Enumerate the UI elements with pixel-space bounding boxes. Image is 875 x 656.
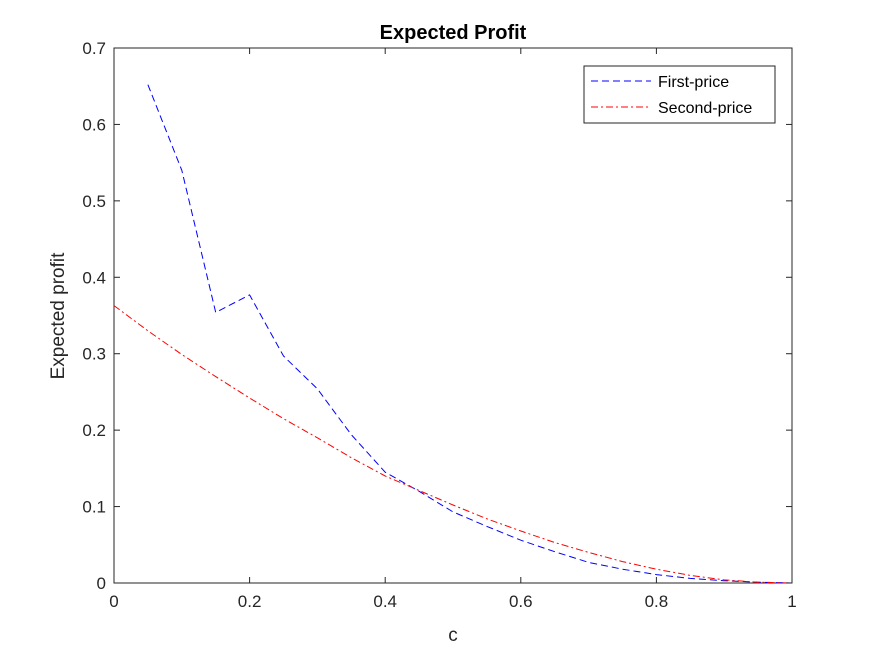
x-tick-label: 0.2	[238, 592, 262, 611]
x-tick-label: 1	[787, 592, 796, 611]
y-tick-label: 0.3	[82, 345, 106, 364]
x-tick-label: 0.4	[373, 592, 397, 611]
y-tick-label: 0.7	[82, 39, 106, 58]
y-tick-label: 0.5	[82, 192, 106, 211]
series-layer	[113, 84, 793, 584]
legend-label-first-price: First-price	[658, 74, 729, 91]
legend-box	[583, 65, 776, 124]
y-tick-label: 0.1	[82, 498, 106, 517]
x-tick-label: 0.6	[509, 592, 533, 611]
y-tick-label: 0	[97, 574, 106, 593]
x-tick-label: 0.8	[645, 592, 669, 611]
ticks-layer: 0 0.2 0.4 0.6 0.8 1 0 0.1 0.2 0.3 0.4 0.5 0.6 0.7	[82, 39, 796, 611]
y-tick-label: 0.2	[82, 421, 106, 440]
series-line-second-price	[113, 305, 793, 584]
chart-title: Expected Profit	[380, 22, 527, 44]
plot-area	[113, 47, 793, 584]
y-axis-title: Expected profit	[48, 252, 69, 379]
legend-label-second-price: Second-price	[658, 100, 752, 117]
x-tick-label: 0	[109, 592, 118, 611]
legend: First-price Second-price	[583, 65, 776, 124]
y-tick-label: 0.4	[82, 268, 106, 287]
x-axis-title: c	[448, 625, 458, 646]
series-line-first-price	[147, 84, 793, 584]
y-tick-label: 0.6	[82, 115, 106, 134]
